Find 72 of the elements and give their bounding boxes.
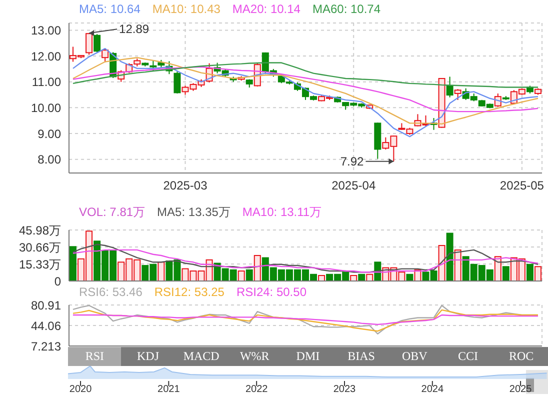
- x-tick-label: 2025-03: [163, 178, 208, 193]
- text: W%R: [238, 348, 270, 365]
- line-series: [72, 48, 539, 138]
- x-tick-label: 2024: [421, 384, 444, 395]
- candlestick: [150, 60, 157, 72]
- candlestick: [446, 76, 454, 98]
- bar: [502, 266, 510, 281]
- text: KDJ: [136, 348, 160, 365]
- bar: [70, 246, 76, 281]
- y-tick-label: 9.00: [38, 126, 62, 141]
- bar: [158, 262, 165, 281]
- y-tick-label: 15.33万: [18, 257, 61, 272]
- series-label: RSI24: 50.50: [236, 285, 306, 299]
- text: CCI: [456, 348, 479, 365]
- y-tick-label: 44.06: [30, 318, 62, 333]
- y-tick-label: 80.91: [30, 298, 62, 312]
- text: DMI: [295, 348, 321, 365]
- x-tick-label: 2025: [509, 384, 532, 395]
- bar: [438, 245, 446, 281]
- y-tick-label: 11.00: [32, 75, 62, 90]
- x-tick-label: 2021: [158, 384, 180, 395]
- line-series: [72, 249, 539, 273]
- bar: [254, 254, 261, 281]
- text: MA5: 10.64: [79, 2, 140, 16]
- bar: [366, 274, 374, 281]
- y-tick-label: 12.00: [30, 49, 62, 64]
- y-tick-label: 45.98万: [18, 223, 61, 238]
- bar: [238, 270, 245, 281]
- candlestick: [454, 88, 462, 100]
- text: OBV: [400, 348, 428, 365]
- text: RSI: [68, 347, 122, 366]
- bar: [318, 274, 326, 281]
- x-tick-label: 2023: [333, 384, 356, 395]
- bar: [534, 266, 542, 281]
- line-series: [72, 314, 539, 326]
- series-label: RSI6: 53.46: [79, 285, 142, 299]
- line-series: [72, 244, 539, 273]
- candlestick: [94, 34, 101, 53]
- y-tick-label: 10.00: [30, 100, 62, 115]
- series-label: RSI12: 53.25: [154, 285, 224, 299]
- candlestick: [86, 32, 93, 56]
- bar: [358, 274, 366, 281]
- text: MA60: 10.74: [312, 2, 381, 16]
- y-tick-label: 7.213: [30, 339, 62, 354]
- annotation: 12.89: [119, 22, 150, 36]
- y-tick-label: 13.00: [30, 23, 62, 38]
- x-tick-label: 2025-04: [332, 178, 376, 193]
- bar: [246, 269, 253, 281]
- y-tick-label: 30.66万: [18, 240, 61, 254]
- text: MACD: [182, 348, 220, 365]
- bar: [446, 232, 454, 281]
- line-series: [72, 309, 539, 332]
- text: ROC: [508, 348, 535, 365]
- bar: [406, 274, 414, 281]
- candlestick: [102, 48, 109, 63]
- text: VOL: 7.81万: [79, 204, 146, 221]
- text: BIAS: [346, 348, 376, 365]
- text: MA10: 13.11万: [242, 204, 322, 221]
- x-tick-label: 2020: [69, 384, 92, 395]
- bar: [350, 274, 358, 281]
- text: MA5: 13.35万: [157, 204, 230, 221]
- annotation: 7.92: [340, 154, 364, 168]
- candlestick: [174, 71, 181, 94]
- text: MA10: 10.43: [152, 2, 220, 16]
- x-tick-label: 2025-05: [500, 178, 544, 193]
- line-series: [72, 56, 539, 125]
- x-tick-label: 2022: [245, 384, 268, 395]
- text: MA20: 10.14: [232, 2, 300, 16]
- y-tick-label: 0: [54, 274, 62, 288]
- bar: [454, 249, 462, 281]
- bar: [526, 264, 534, 281]
- y-tick-label: 8.00: [38, 152, 62, 167]
